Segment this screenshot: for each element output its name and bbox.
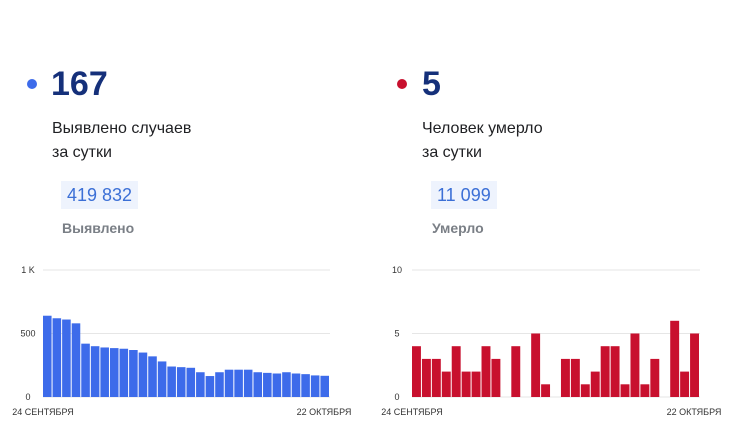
cases-chart-bar [52, 318, 62, 397]
deaths-chart-bar [431, 358, 441, 397]
deaths-chart-bar [451, 346, 461, 397]
cases-chart-bar [81, 343, 90, 397]
cases-chart-bar [186, 367, 196, 397]
cases-chart-bar [43, 315, 52, 397]
deaths-chart-y-tick: 0 [394, 392, 399, 402]
deaths-chart-bar [421, 358, 431, 397]
deaths-chart-bar [441, 371, 451, 397]
deaths-chart-bar [412, 346, 421, 397]
deaths-chart-y-tick: 5 [394, 329, 399, 339]
cases-dot [27, 79, 37, 89]
deaths-chart-bar [570, 358, 580, 397]
cases-chart-bar [243, 369, 253, 397]
deaths-panel: 5 Человек умерло за сутки 11 099 Умерло … [369, 0, 738, 427]
deaths-chart-bar [610, 346, 620, 397]
cases-chart-bar [224, 369, 234, 397]
deaths-chart-bar [511, 346, 521, 397]
deaths-chart: 10 5 0 24 СЕНТЯБРЯ 22 ОКТЯБРЯ [381, 265, 722, 417]
cases-chart-bar [138, 352, 148, 397]
cases-chart-bar [148, 356, 157, 397]
cases-chart-bar [301, 374, 310, 397]
cases-total: 419 832 [61, 181, 139, 209]
cases-total-label: Выявлено [62, 220, 135, 236]
cases-chart-bar [176, 367, 186, 397]
deaths-chart-bar [600, 346, 610, 397]
cases-desc-line2: за сутки [52, 144, 112, 161]
cases-desc-line1: Выявлено случаев [52, 120, 192, 137]
deaths-chart-bar [680, 371, 690, 397]
cases-chart-bar [109, 348, 119, 397]
cases-chart: 1 K 500 0 24 СЕНТЯБРЯ 22 ОКТЯБРЯ [12, 265, 352, 417]
cases-chart-bar [71, 323, 81, 397]
cases-chart-bar [90, 346, 100, 397]
deaths-chart-bar [690, 333, 699, 397]
cases-chart-bar [157, 361, 167, 397]
deaths-chart-bar [481, 346, 491, 397]
deaths-chart-bar [640, 384, 650, 397]
cases-chart-bar [310, 375, 320, 397]
cases-chart-bar [282, 372, 291, 397]
deaths-chart-bar [580, 384, 590, 397]
deaths-dot [397, 79, 407, 89]
deaths-chart-bar [471, 371, 481, 397]
deaths-chart-bar [491, 358, 501, 397]
deaths-chart-bar [670, 320, 680, 397]
cases-chart-y-tick: 0 [25, 392, 30, 402]
cases-chart-bar [62, 319, 71, 397]
cases-description: Выявлено случаев за сутки [52, 117, 252, 165]
deaths-chart-bar [560, 358, 570, 397]
cases-chart-x-start-label: 24 СЕНТЯБРЯ [12, 407, 74, 417]
deaths-chart-bar [531, 333, 541, 397]
cases-chart-bar [234, 369, 243, 397]
cases-chart-bar [167, 366, 176, 397]
deaths-chart-x-start-label: 24 СЕНТЯБРЯ [381, 407, 443, 417]
deaths-chart-y-tick: 10 [392, 265, 402, 275]
cases-chart-bar [129, 350, 138, 397]
cases-chart-bar [196, 372, 205, 397]
deaths-chart-x-end-label: 22 ОКТЯБРЯ [667, 407, 722, 417]
cases-panel: 167 Выявлено случаев за сутки 419 832 Вы… [12, 65, 352, 417]
deaths-description: Человек умерло за сутки [422, 117, 622, 165]
deaths-desc-line1: Человек умерло [422, 120, 543, 137]
cases-chart-bar [100, 347, 109, 397]
cases-chart-bar [320, 375, 329, 397]
deaths-count: 5 [422, 65, 441, 103]
deaths-total-label: Умерло [432, 220, 484, 236]
deaths-total: 11 099 [431, 181, 497, 209]
cases-chart-x-end-label: 22 ОКТЯБРЯ [297, 407, 352, 417]
deaths-chart-bar [620, 384, 630, 397]
deaths-chart-bar [630, 333, 640, 397]
cases-chart-bar [291, 373, 301, 397]
cases-count: 167 [51, 65, 108, 103]
cases-chart-bar [119, 348, 129, 397]
cases-chart-bar [215, 372, 224, 397]
cases-chart-bar [272, 373, 282, 397]
deaths-chart-bar [541, 384, 551, 397]
deaths-chart-bar [461, 371, 471, 397]
cases-chart-bar [253, 372, 263, 397]
deaths-chart-bar [650, 358, 660, 397]
deaths-desc-line2: за сутки [422, 144, 482, 161]
deaths-chart-bar [590, 371, 600, 397]
cases-chart-y-tick: 1 K [21, 265, 35, 275]
cases-chart-bar [205, 376, 215, 397]
cases-chart-y-tick: 500 [20, 329, 35, 339]
cases-chart-bar [263, 372, 272, 397]
